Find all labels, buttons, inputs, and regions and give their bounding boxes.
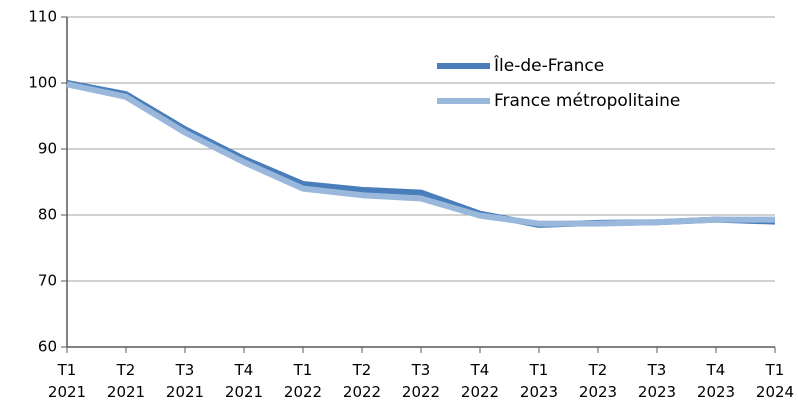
x-tick-label: T2 2021 [107,361,145,401]
x-tick-label: T2 2022 [343,361,381,401]
x-tick-label: T2 2023 [579,361,617,401]
y-tick-label: 60 [38,338,57,356]
x-tick-label: T1 2021 [48,361,86,401]
legend-label: France métropolitaine [494,91,680,111]
x-tick-label: T1 2022 [284,361,322,401]
y-tick-label: 100 [28,74,57,92]
y-tick-label: 70 [38,272,57,290]
y-tick-label: 80 [38,206,57,224]
x-tick-label: T3 2021 [166,361,204,401]
y-tick-label: 110 [28,8,57,26]
series-line [66,81,775,227]
x-tick-label: T3 2023 [638,361,676,401]
legend-label: Île-de-France [493,54,604,76]
y-tick-label: 90 [38,140,57,158]
x-tick-label: T1 2024 [756,361,794,401]
x-tick-label: T4 2022 [461,361,499,401]
x-tick-label: T1 2023 [520,361,558,401]
x-tick-label: T4 2021 [225,361,263,401]
x-tick-label: T4 2023 [697,361,735,401]
x-tick-label: T3 2022 [402,361,440,401]
